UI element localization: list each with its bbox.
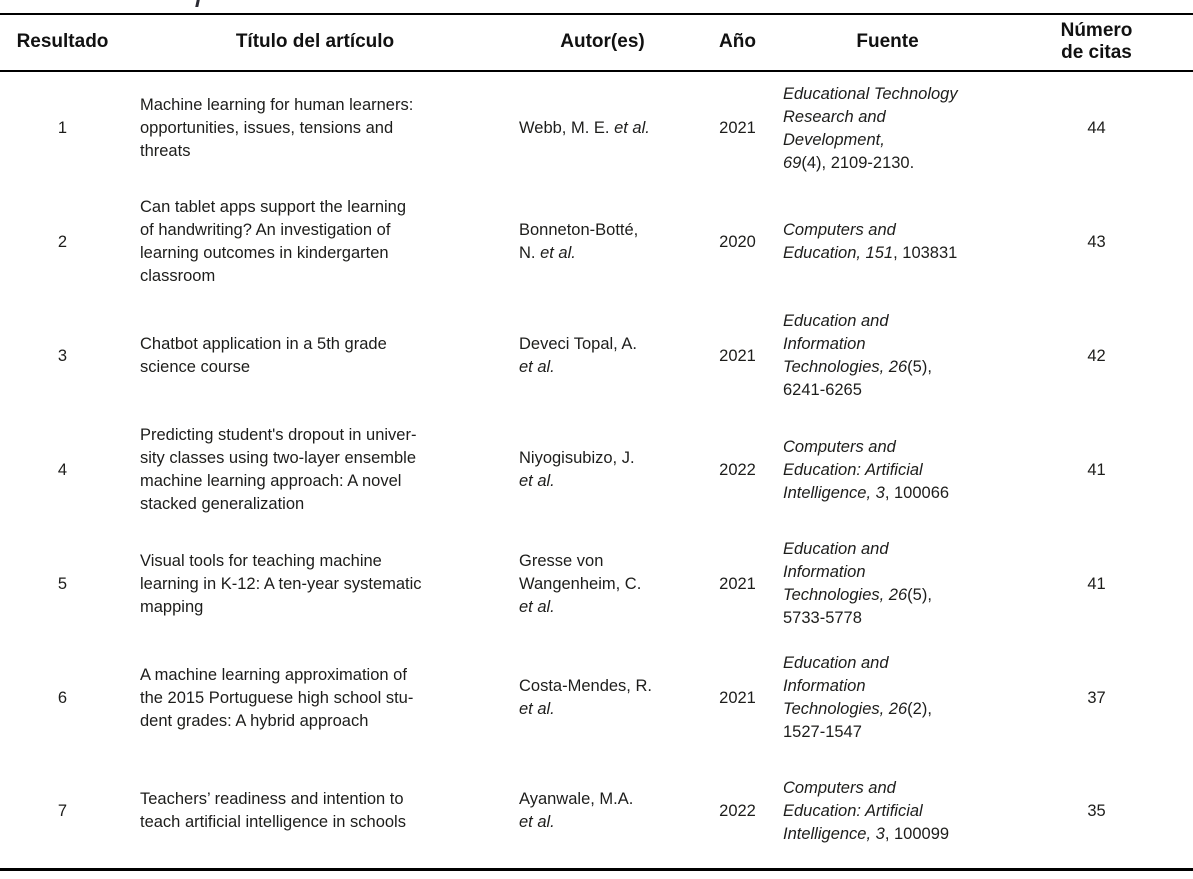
header-row: Resultado Título del artículo Autor(es) … [0, 14, 1193, 72]
results-table: Resultado Título del artículo Autor(es) … [0, 13, 1193, 871]
authors: Costa-Mendes, R. et al. [505, 641, 700, 755]
citation-count: 35 [1087, 801, 1106, 820]
source-pages: (5), 5733-5778 [783, 586, 932, 627]
year: 2021 [719, 688, 756, 707]
author-name: Webb, M. E. [519, 119, 610, 137]
year: 2021 [719, 574, 756, 593]
year: 2020 [719, 232, 756, 251]
column-header-resultado: Resultado [0, 14, 125, 72]
table-row: 4 Predicting student's dropout in univer… [0, 413, 1193, 527]
source-journal: Computers and Education, 151 [783, 221, 896, 262]
year: 2021 [719, 119, 756, 137]
author-name: Bonneton-Botté, N. [519, 221, 639, 262]
result-number: 3 [57, 346, 68, 365]
article-title: A machine learning approximation of the … [140, 665, 414, 730]
author-etal: et al. [519, 597, 555, 616]
citation-count: 43 [1087, 232, 1106, 251]
table-header: Resultado Título del artículo Autor(es) … [0, 14, 1193, 72]
source: Educational Technology Research and Deve… [775, 71, 1000, 185]
authors: Gresse von Wangenheim, C. et al. [505, 527, 700, 641]
column-header-anio: Año [700, 14, 775, 72]
table-row: 7 Teachers’ readiness and intention to t… [0, 755, 1193, 869]
author-name: Niyogisubizo, J. [519, 449, 635, 467]
authors: Niyogisubizo, J. et al. [505, 413, 700, 527]
source-pages: , 100099 [884, 824, 950, 843]
author-name: Gresse von Wangenheim, C. [519, 551, 642, 593]
authors: Deveci Topal, A. et al. [505, 299, 700, 413]
article-title: Predicting student's dropout in univer- … [140, 426, 417, 513]
source: Computers and Education: Artificial Inte… [775, 755, 1000, 869]
source-journal: Education and Information Technologies, … [783, 312, 908, 376]
year: 2021 [719, 346, 756, 365]
source-journal: Education and Information Technologies, … [783, 654, 908, 718]
authors: Webb, M. E. et al. [505, 71, 700, 185]
source-pages: (4), 2109-2130. [801, 153, 915, 172]
article-title: Can tablet apps support the learning of … [140, 198, 407, 285]
source: Education and Information Technologies, … [775, 641, 1000, 755]
year: 2022 [719, 801, 756, 820]
citation-count: 37 [1087, 688, 1106, 707]
result-number: 5 [57, 574, 68, 593]
source: Education and Information Technologies, … [775, 299, 1000, 413]
source-journal: Education and Information Technologies, … [783, 540, 908, 604]
citation-count: 42 [1087, 346, 1106, 365]
source-journal: Educational Technology Research and Deve… [783, 84, 958, 172]
result-number: 1 [57, 119, 68, 137]
author-name: Ayanwale, M.A. [519, 790, 634, 809]
table-row: 2 Can tablet apps support the learning o… [0, 185, 1193, 299]
source: Computers and Education: Artificial Inte… [775, 413, 1000, 527]
source: Education and Information Technologies, … [775, 527, 1000, 641]
author-etal: et al. [519, 472, 555, 490]
author-etal: et al. [535, 244, 576, 262]
result-number: 4 [57, 460, 68, 479]
table-row: 5 Visual tools for teaching machine lear… [0, 527, 1193, 641]
source-pages: , 100066 [884, 483, 950, 502]
source: Computers and Education, 151, 103831 [775, 185, 1000, 299]
year: 2022 [719, 460, 756, 479]
author-etal: et al. [609, 119, 650, 137]
source-pages: (2), 1527-1547 [783, 700, 932, 741]
source-pages: (5), 6241-6265 [783, 358, 932, 399]
article-title: Teachers’ readiness and intention to tea… [140, 790, 406, 832]
table-row: 1 Machine learning for human learners: o… [0, 71, 1193, 185]
table-row: 6 A machine learning approximation of th… [0, 641, 1193, 755]
author-etal: et al. [519, 358, 555, 376]
citation-count: 41 [1087, 460, 1106, 479]
column-header-titulo: Título del artículo [125, 14, 505, 72]
author-name: Costa-Mendes, R. [519, 677, 652, 695]
author-name: Deveci Topal, A. [519, 335, 638, 353]
result-number: 6 [57, 688, 68, 707]
source-journal: Computers and Education: Artificial Inte… [783, 437, 923, 502]
article-title: Visual tools for teaching machine learni… [140, 551, 422, 616]
authors: Bonneton-Botté, N. et al. [505, 185, 700, 299]
result-number: 2 [57, 232, 68, 251]
citation-count: 41 [1087, 574, 1106, 593]
article-title: Machine learning for human learners: opp… [140, 96, 414, 160]
column-header-citas: Número de citas [1000, 14, 1193, 72]
result-number: 7 [57, 801, 68, 820]
column-header-autores: Autor(es) [505, 14, 700, 72]
article-title: Chatbot application in a 5th grade scien… [140, 335, 387, 376]
author-etal: et al. [519, 813, 555, 832]
column-header-fuente: Fuente [775, 14, 1000, 72]
table-row: 3 Chatbot application in a 5th grade sci… [0, 299, 1193, 413]
author-etal: et al. [519, 700, 555, 718]
source-journal: Computers and Education: Artificial Inte… [783, 778, 923, 843]
citation-count: 44 [1087, 119, 1106, 137]
source-pages: , 103831 [893, 244, 958, 262]
authors: Ayanwale, M.A. et al. [505, 755, 700, 869]
table-body: 1 Machine learning for human learners: o… [0, 71, 1193, 869]
caption-fragment [195, 0, 200, 7]
